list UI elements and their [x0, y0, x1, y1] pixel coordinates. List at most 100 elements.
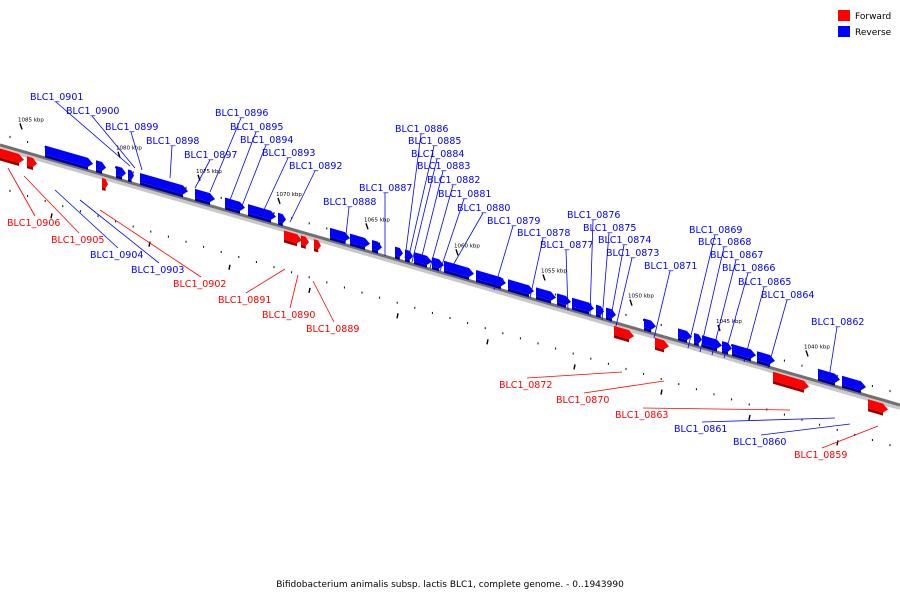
gene-glyph[interactable] [195, 188, 215, 203]
gene-glyph-shadow [722, 350, 728, 355]
gene-glyph[interactable] [248, 204, 276, 220]
gene-label[interactable]: BLC1_0862 [811, 317, 864, 328]
gene-glyph[interactable] [301, 235, 309, 246]
gene-label[interactable]: BLC1_0878 [517, 228, 570, 239]
gene-glyph[interactable] [350, 233, 370, 247]
label-connector [609, 244, 625, 323]
gene-label[interactable]: BLC1_0868 [698, 237, 751, 248]
gene-label[interactable]: BLC1_0882 [427, 175, 480, 186]
gene-glyph[interactable] [572, 297, 594, 312]
gene-label[interactable]: BLC1_0875 [583, 223, 636, 234]
gene-label[interactable]: BLC1_0881 [438, 189, 491, 200]
gene-glyph[interactable] [414, 252, 432, 265]
gene-glyph[interactable] [508, 279, 534, 295]
gene-label[interactable]: BLC1_0884 [411, 149, 464, 160]
gene-glyph[interactable] [432, 257, 444, 269]
gene-glyph[interactable] [842, 375, 866, 391]
gene-label[interactable]: BLC1_0877 [540, 240, 593, 251]
gene-label[interactable]: BLC1_0876 [567, 210, 620, 221]
gene-label[interactable]: BLC1_0892 [289, 161, 342, 172]
gene-glyph[interactable] [757, 351, 775, 364]
gene-glyph[interactable] [140, 172, 188, 195]
gene-glyph[interactable] [0, 148, 24, 163]
gene-label[interactable]: BLC1_0860 [733, 437, 786, 448]
gene-glyph[interactable] [694, 332, 702, 344]
gene-glyph[interactable] [702, 335, 722, 349]
gene-glyph[interactable] [596, 304, 604, 316]
label-connector [245, 268, 286, 294]
gene-glyph[interactable] [128, 169, 134, 180]
label-connector [289, 170, 316, 223]
gene-label[interactable]: BLC1_0867 [710, 250, 763, 261]
gene-glyph[interactable] [116, 166, 126, 177]
major-tick [660, 389, 663, 395]
gene-label[interactable]: BLC1_0901 [30, 92, 83, 103]
gene-label[interactable]: BLC1_0870 [556, 395, 609, 406]
gene-glyph[interactable] [732, 343, 756, 359]
gene-label[interactable]: BLC1_0869 [689, 225, 742, 236]
gene-glyph[interactable] [96, 160, 106, 171]
gene-glyph[interactable] [45, 145, 93, 167]
gene-glyph[interactable] [678, 328, 692, 340]
gene-glyph[interactable] [278, 212, 286, 224]
gene-label[interactable]: BLC1_0906 [7, 218, 60, 229]
gene-label[interactable]: BLC1_0902 [173, 279, 226, 290]
gene-glyph[interactable] [773, 371, 809, 390]
backbone-shadow [0, 146, 900, 410]
gene-label[interactable]: BLC1_0900 [66, 106, 119, 117]
gene-label[interactable]: BLC1_0861 [674, 424, 727, 435]
gene-glyph[interactable] [655, 337, 669, 350]
gene-label[interactable]: BLC1_0889 [306, 324, 359, 335]
gene-label[interactable]: BLC1_0897 [184, 150, 237, 161]
label-connector [583, 380, 665, 394]
gene-label[interactable]: BLC1_0885 [408, 136, 461, 147]
gene-glyph[interactable] [606, 307, 616, 319]
gene-label[interactable]: BLC1_0896 [215, 108, 268, 119]
gene-label[interactable]: BLC1_0873 [606, 248, 659, 259]
gene-label[interactable]: BLC1_0886 [395, 124, 448, 135]
gene-label[interactable]: BLC1_0865 [738, 277, 791, 288]
gene-glyph[interactable] [330, 227, 350, 242]
gene-glyph[interactable] [644, 318, 656, 330]
gene-glyph[interactable] [314, 239, 321, 250]
gene-glyph[interactable] [102, 177, 108, 189]
gene-label[interactable]: BLC1_0864 [761, 290, 814, 301]
gene-label[interactable]: BLC1_0872 [499, 380, 552, 391]
gene-glyph[interactable] [614, 325, 634, 340]
gene-label[interactable]: BLC1_0893 [262, 148, 315, 159]
gene-glyph[interactable] [476, 270, 506, 287]
gene-label[interactable]: BLC1_0903 [131, 265, 184, 276]
gene-label[interactable]: BLC1_0871 [644, 261, 697, 272]
gene-glyph[interactable] [868, 399, 888, 413]
gene-label[interactable]: BLC1_0883 [417, 161, 470, 172]
label-connector [169, 145, 173, 179]
gene-glyph-shadow [414, 261, 427, 268]
gene-label[interactable]: BLC1_0904 [90, 250, 143, 261]
gene-glyph[interactable] [284, 230, 302, 244]
gene-label[interactable]: BLC1_0887 [359, 183, 412, 194]
gene-glyph[interactable] [225, 197, 245, 211]
gene-glyph[interactable] [395, 246, 403, 257]
gene-label[interactable]: BLC1_0888 [323, 197, 376, 208]
gene-label[interactable]: BLC1_0899 [105, 122, 158, 133]
gene-label[interactable]: BLC1_0898 [146, 136, 199, 147]
gene-label[interactable]: BLC1_0891 [218, 295, 271, 306]
gene-label[interactable]: BLC1_0874 [598, 235, 651, 246]
gene-glyph-shadow [395, 255, 400, 260]
gene-label[interactable]: BLC1_0879 [487, 216, 540, 227]
gene-label[interactable]: BLC1_0866 [722, 263, 775, 274]
gene-label[interactable]: BLC1_0863 [615, 410, 668, 421]
gene-label[interactable]: BLC1_0895 [230, 122, 283, 133]
gene-label[interactable]: BLC1_0894 [240, 135, 293, 146]
gene-label[interactable]: BLC1_0859 [794, 450, 847, 461]
gene-glyph[interactable] [536, 287, 556, 301]
tick-label: 1070 kbp [276, 192, 302, 198]
label-connector [99, 209, 202, 278]
gene-glyph[interactable] [444, 260, 474, 277]
gene-glyph[interactable] [27, 156, 37, 168]
gene-label[interactable]: BLC1_0905 [51, 235, 104, 246]
gene-label[interactable]: BLC1_0880 [457, 203, 510, 214]
gene-glyph-shadow [350, 242, 365, 250]
gene-label[interactable]: BLC1_0890 [262, 310, 315, 321]
gene-glyph[interactable] [372, 239, 382, 251]
